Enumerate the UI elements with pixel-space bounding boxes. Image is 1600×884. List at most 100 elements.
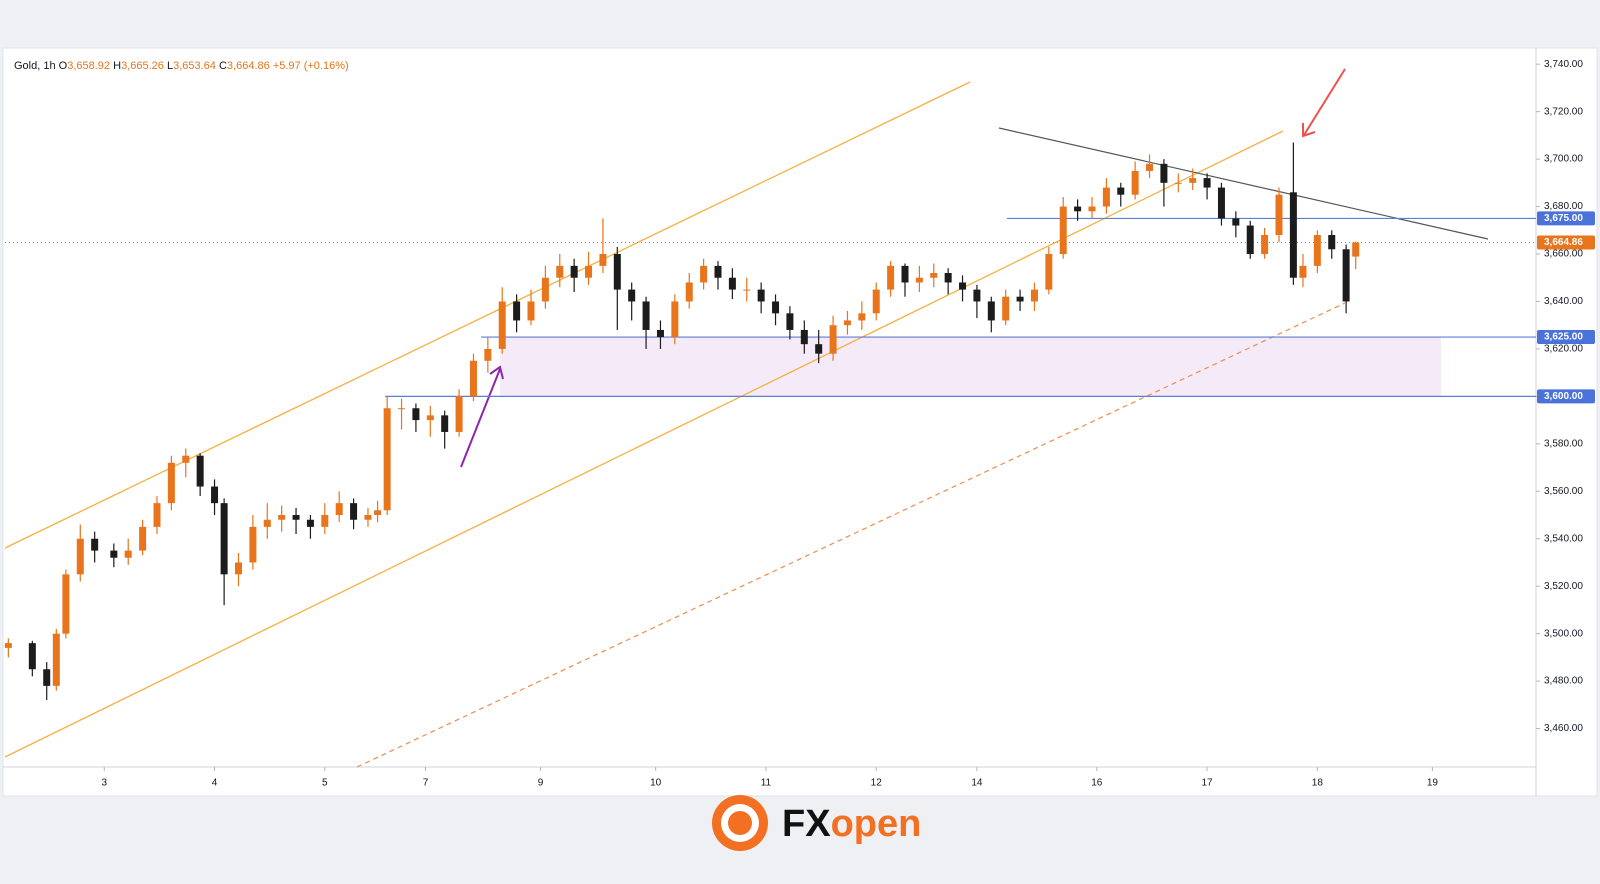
x-tick-label: 18 bbox=[1312, 778, 1324, 789]
x-tick-label: 3 bbox=[101, 778, 107, 789]
candle-body bbox=[484, 348, 492, 361]
level-tag-label: 3,675.00 bbox=[1544, 213, 1583, 224]
candle-body bbox=[76, 538, 84, 575]
candle-body bbox=[628, 289, 636, 302]
header-label: O bbox=[59, 60, 68, 72]
header-value: 3,653.64 bbox=[173, 60, 216, 72]
candle-body bbox=[944, 272, 952, 283]
candle-body bbox=[772, 301, 780, 314]
candles bbox=[4, 142, 1360, 701]
logo: FXopen bbox=[712, 795, 921, 851]
brand-fx: FX bbox=[782, 803, 831, 845]
header-label: H bbox=[113, 60, 121, 72]
candle-body bbox=[599, 254, 607, 266]
candle-body bbox=[469, 360, 477, 397]
level-tag-label: 3,625.00 bbox=[1544, 332, 1583, 343]
candle-body bbox=[211, 486, 219, 504]
candle-body bbox=[700, 265, 708, 283]
level-tag bbox=[1537, 211, 1595, 226]
last-price-tag bbox=[1537, 235, 1595, 250]
y-tick-label: 3,660.00 bbox=[1544, 249, 1583, 260]
candle-body bbox=[887, 265, 895, 290]
candle-body bbox=[455, 396, 463, 432]
candle-body bbox=[124, 550, 132, 558]
candle-body bbox=[374, 510, 382, 516]
candle-body bbox=[556, 265, 564, 278]
level-tag-label: 3,600.00 bbox=[1544, 391, 1583, 402]
header-label: L bbox=[167, 60, 173, 72]
purple-arrow bbox=[460, 368, 501, 468]
candle-body bbox=[220, 503, 228, 575]
candle-body bbox=[915, 277, 923, 283]
candle-body bbox=[1016, 296, 1024, 302]
candle-body bbox=[613, 254, 621, 290]
candle-body bbox=[513, 301, 521, 321]
y-tick-label: 3,640.00 bbox=[1544, 296, 1583, 307]
candle-body bbox=[685, 282, 693, 302]
channel-lower bbox=[4, 130, 1284, 758]
symbol: Gold, 1h bbox=[14, 60, 56, 72]
candle-body bbox=[4, 643, 12, 648]
x-tick-label: 12 bbox=[871, 778, 883, 789]
trend-line bbox=[998, 127, 1489, 240]
candle-body bbox=[235, 562, 243, 575]
y-tick-label: 3,740.00 bbox=[1544, 59, 1583, 70]
candle-body bbox=[1289, 192, 1297, 278]
candle-body bbox=[815, 344, 823, 354]
x-tick-label: 19 bbox=[1427, 778, 1439, 789]
candle-body bbox=[1299, 265, 1307, 278]
level-tag bbox=[1537, 330, 1595, 345]
candle-body bbox=[843, 320, 851, 326]
red-arrow-head bbox=[1302, 123, 1316, 138]
candle-body bbox=[306, 519, 314, 527]
channel-projection bbox=[356, 302, 1346, 768]
candle-body bbox=[1189, 178, 1197, 183]
y-tick-label: 3,680.00 bbox=[1544, 201, 1583, 212]
brand-open: open bbox=[831, 803, 922, 845]
candle-body bbox=[1088, 206, 1096, 212]
candle-body bbox=[656, 329, 664, 338]
candle-body bbox=[28, 643, 36, 670]
header-value: 3,658.92 bbox=[67, 60, 110, 72]
candle-body bbox=[642, 301, 650, 330]
logo-mark-core bbox=[728, 811, 752, 835]
x-tick-label: 16 bbox=[1091, 778, 1103, 789]
candle-body bbox=[1328, 235, 1336, 250]
candle-body bbox=[1261, 235, 1269, 255]
x-tick-label: 17 bbox=[1202, 778, 1214, 789]
candle-body bbox=[1342, 249, 1350, 302]
candle-body bbox=[1002, 296, 1010, 321]
x-tick-label: 4 bbox=[212, 778, 218, 789]
candle-body bbox=[527, 301, 535, 321]
candle-body bbox=[930, 272, 938, 278]
candle-body bbox=[398, 408, 406, 410]
candle-body bbox=[1275, 194, 1283, 236]
y-tick-label: 3,560.00 bbox=[1544, 486, 1583, 497]
candle-body bbox=[1074, 206, 1082, 212]
candle-body bbox=[800, 329, 808, 345]
candle-body bbox=[872, 289, 880, 314]
y-tick-label: 3,540.00 bbox=[1544, 533, 1583, 544]
candle-body bbox=[263, 519, 271, 527]
chart-panel bbox=[2, 47, 1598, 797]
candle-body bbox=[196, 455, 204, 487]
y-tick-label: 3,480.00 bbox=[1544, 676, 1583, 687]
candle-body bbox=[1203, 178, 1211, 188]
candle-body bbox=[671, 301, 679, 338]
candle-body bbox=[1232, 218, 1240, 226]
x-tick-label: 11 bbox=[761, 778, 772, 789]
y-tick-label: 3,520.00 bbox=[1544, 581, 1583, 592]
x-tick-label: 7 bbox=[423, 778, 429, 789]
candle-body bbox=[52, 633, 60, 686]
candle-body bbox=[541, 277, 549, 302]
candle-body bbox=[110, 550, 118, 558]
y-tick-label: 3,460.00 bbox=[1544, 723, 1583, 734]
x-tick-label: 10 bbox=[650, 778, 662, 789]
candle-body bbox=[987, 301, 995, 321]
header-value: 3,664.86 bbox=[227, 60, 270, 72]
candle-body bbox=[249, 526, 257, 563]
purple-arrow-head bbox=[489, 365, 504, 380]
candle-body bbox=[426, 415, 434, 421]
candle-body bbox=[1217, 187, 1225, 219]
candle-body bbox=[167, 462, 175, 504]
